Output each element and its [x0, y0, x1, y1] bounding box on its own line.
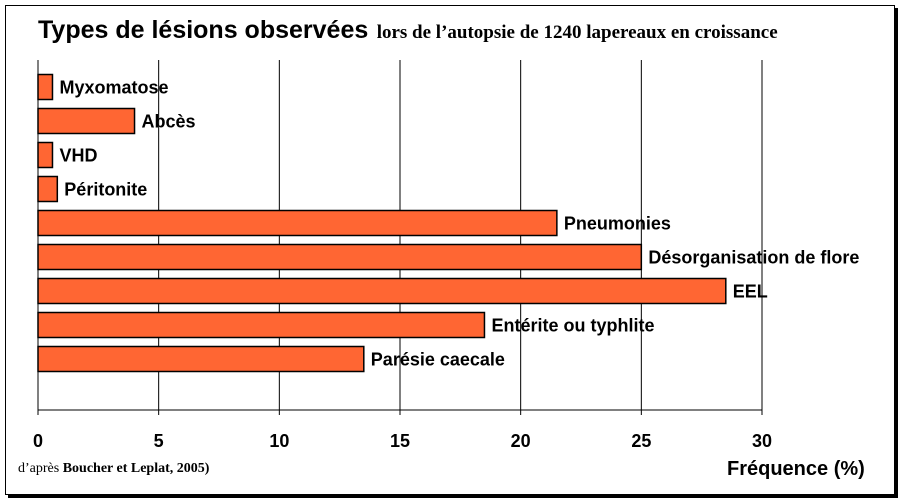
bar-label-9: Parésie caecale	[371, 350, 505, 370]
bar-label-4: Péritonite	[64, 180, 147, 200]
bar-label-5: Pneumonies	[564, 214, 671, 234]
bar-3	[37, 141, 54, 169]
source-citation: d’après Boucher et Leplat, 2005)	[18, 461, 209, 477]
bar-label-6: Désorganisation de flore	[648, 248, 859, 268]
source-authors: Boucher et Leplat, 2005)	[62, 461, 210, 476]
chart-subtitle: lors de l’autopsie de 1240 lapereaux en …	[376, 22, 778, 43]
bar-4	[37, 175, 59, 203]
bar-label-8: Entérite ou typhlite	[491, 316, 654, 336]
bar-1	[37, 73, 54, 101]
x-tick-label-5: 5	[154, 431, 164, 451]
chart-title-main: Types de lésions observées	[38, 16, 369, 44]
bar-label-7: EEL	[733, 282, 768, 302]
bar-9	[37, 345, 365, 373]
x-tick-label-15: 15	[390, 431, 410, 451]
bar-label-3: VHD	[59, 146, 97, 166]
bar-6	[37, 243, 643, 271]
bar-label-1: Myxomatose	[59, 78, 168, 98]
bar-2	[37, 107, 136, 135]
bar-8	[37, 311, 486, 339]
chart-title: Types de lésions observées lors de l’aut…	[38, 16, 778, 45]
x-tick-label-30: 30	[752, 431, 772, 451]
source-prefix: d’après	[18, 461, 60, 476]
x-axis-label: Fréquence (%)	[727, 458, 865, 480]
bar-label-2: Abcès	[142, 112, 196, 132]
x-tick-label-20: 20	[511, 431, 531, 451]
bar-5	[37, 209, 558, 237]
x-tick-label-0: 0	[33, 431, 43, 451]
x-tick-label-10: 10	[269, 431, 289, 451]
bar-7	[37, 277, 727, 305]
x-tick-label-25: 25	[631, 431, 651, 451]
